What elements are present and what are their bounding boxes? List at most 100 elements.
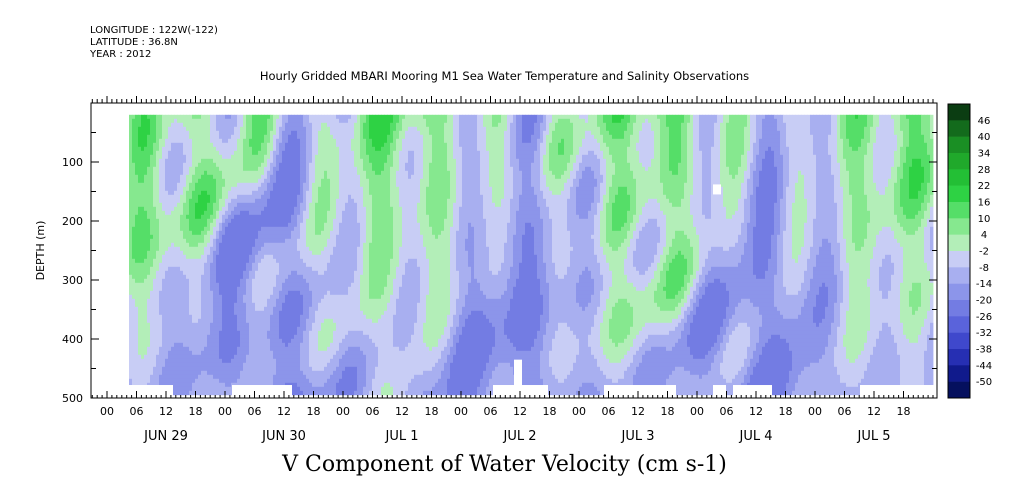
heatmap-cell (216, 326, 220, 332)
heatmap-cell (333, 390, 337, 396)
heatmap-cell (210, 230, 214, 236)
heatmap-cell (279, 270, 283, 276)
heatmap-cell (300, 382, 304, 388)
heatmap-cell (264, 314, 268, 320)
heatmap-cell (288, 142, 292, 148)
heatmap-cell (150, 118, 154, 124)
heatmap-cell (234, 162, 238, 168)
heatmap-cell (216, 334, 220, 340)
heatmap-cell (150, 230, 154, 236)
heatmap-cell (312, 314, 316, 320)
heatmap-cell (219, 166, 223, 172)
heatmap-cell (177, 294, 181, 300)
heatmap-cell (156, 242, 160, 248)
heatmap-cell (231, 154, 235, 160)
heatmap-cell (231, 366, 235, 372)
heatmap-cell (261, 294, 265, 300)
heatmap-cell (315, 186, 319, 192)
heatmap-cell (285, 290, 289, 296)
heatmap-cell (327, 374, 331, 380)
heatmap-cell (267, 202, 271, 208)
heatmap-cell (189, 142, 193, 148)
heatmap-cell (270, 254, 274, 260)
heatmap-cell (333, 270, 337, 276)
heatmap-cell (159, 230, 163, 236)
heatmap-cell (330, 326, 334, 332)
heatmap-cell (315, 294, 319, 300)
heatmap-cell (252, 326, 256, 332)
heatmap-cell (228, 322, 232, 328)
heatmap-cell (207, 362, 211, 368)
heatmap-cell (339, 258, 343, 264)
heatmap-cell (288, 266, 292, 272)
heatmap-cell (210, 222, 214, 228)
heatmap-cell (267, 310, 271, 316)
heatmap-cell (279, 338, 283, 344)
heatmap-cell (228, 118, 232, 124)
heatmap-cell (315, 318, 319, 324)
heatmap-cell (339, 194, 343, 200)
heatmap-cell (213, 326, 217, 332)
heatmap-cell (261, 222, 265, 228)
heatmap-cell (294, 246, 298, 252)
heatmap-cell (255, 342, 259, 348)
heatmap-cell (291, 122, 295, 128)
heatmap-cell (339, 302, 343, 308)
heatmap-cell (309, 130, 313, 136)
heatmap-cell (207, 334, 211, 340)
heatmap-cell (216, 366, 220, 372)
heatmap-cell (141, 270, 145, 276)
heatmap-cell (228, 166, 232, 172)
heatmap-cell (315, 362, 319, 368)
heatmap-cell (300, 146, 304, 152)
heatmap-cell (279, 294, 283, 300)
heatmap-cell (312, 298, 316, 304)
heatmap-cell (135, 350, 139, 356)
heatmap-cell (252, 158, 256, 164)
heatmap-cell (144, 166, 148, 172)
heatmap-cell (228, 310, 232, 316)
heatmap-cell (321, 314, 325, 320)
heatmap-cell (153, 238, 157, 244)
heatmap-cell (180, 374, 184, 380)
heatmap-cell (246, 138, 250, 144)
heatmap-cell (303, 322, 307, 328)
heatmap-cell (132, 118, 136, 124)
heatmap-cell (132, 150, 136, 156)
heatmap-cell (330, 302, 334, 308)
heatmap-cell (156, 282, 160, 288)
heatmap-cell (180, 322, 184, 328)
heatmap-cell (195, 158, 199, 164)
heatmap-cell (180, 158, 184, 164)
heatmap-cell (291, 226, 295, 232)
heatmap-cell (255, 366, 259, 372)
heatmap-cell (168, 366, 172, 372)
heatmap-cell (297, 130, 301, 136)
heatmap-cell (258, 382, 262, 388)
heatmap-cell (129, 282, 133, 288)
heatmap-cell (165, 218, 169, 224)
heatmap-cell (150, 318, 154, 324)
heatmap-cell (261, 278, 265, 284)
heatmap-cell (177, 298, 181, 304)
heatmap-cell (222, 174, 226, 180)
heatmap-cell (282, 362, 286, 368)
heatmap-cell (153, 350, 157, 356)
heatmap-cell (327, 174, 331, 180)
heatmap-cell (330, 134, 334, 140)
heatmap-cell (324, 246, 328, 252)
heatmap-cell (171, 318, 175, 324)
heatmap-cell (234, 134, 238, 140)
heatmap-cell (210, 218, 214, 224)
heatmap-cell (306, 318, 310, 324)
heatmap-cell (156, 126, 160, 132)
heatmap-cell (261, 378, 265, 384)
heatmap-cell (306, 286, 310, 292)
heatmap-cell (309, 366, 313, 372)
heatmap-cell (222, 294, 226, 300)
heatmap-cell (171, 314, 175, 320)
heatmap-cell (327, 170, 331, 176)
heatmap-cell (264, 350, 268, 356)
heatmap-cell (270, 250, 274, 256)
heatmap-cell (279, 310, 283, 316)
